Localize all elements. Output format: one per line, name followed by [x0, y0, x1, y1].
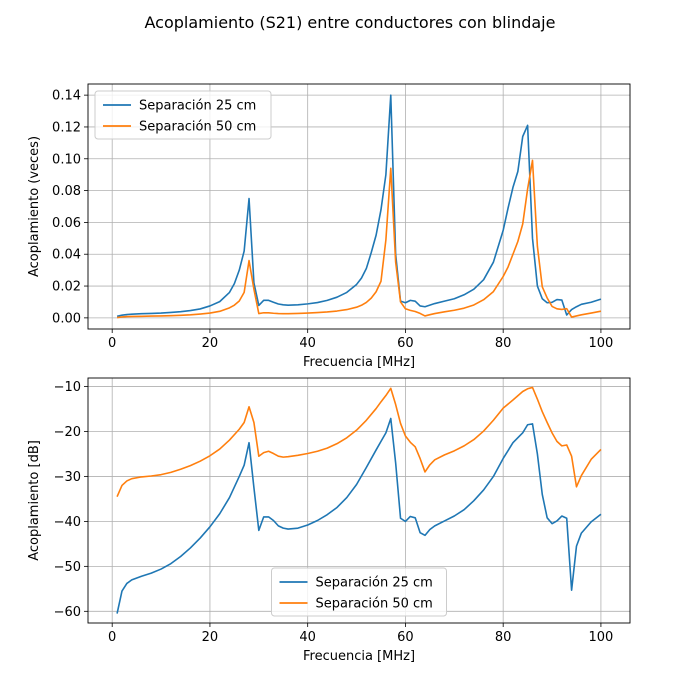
db-coupling-chart: 0 20 40 60 80 100 −60 −50 −40 −30 −20 −10 Frecuencia… [27, 377, 631, 664]
y-tick-label: −50 [54, 560, 81, 575]
legend-box [94, 90, 272, 140]
plot-frame [87, 83, 631, 330]
x-tick-label: 80 [495, 630, 512, 645]
plot-frame [87, 377, 631, 624]
y-tick-label: −20 [54, 425, 81, 440]
x-tick-label: 20 [202, 336, 219, 351]
x-tick-label: 0 [108, 336, 116, 351]
x-tick-label: 40 [299, 336, 316, 351]
legend-label: Separación 50 cm [316, 597, 433, 612]
y-tick-label: 0.06 [52, 216, 81, 231]
series-line-separacion-50cm [116, 386, 602, 497]
x-tick-label: 40 [299, 630, 316, 645]
figure-title: Acoplamiento (S21) entre conductores con… [145, 13, 556, 32]
y-tick-label: 0.10 [52, 152, 81, 167]
x-axis-label: Frecuencia [MHz] [303, 649, 415, 664]
y-tick-label: 0.04 [52, 248, 81, 263]
series-line-separacion-25cm [116, 94, 602, 318]
y-tick-label: −60 [54, 605, 81, 620]
y-tick-label: 0.00 [52, 311, 81, 326]
legend-box [271, 567, 447, 617]
y-tick-label: 0.02 [52, 280, 81, 295]
legend: Separación 25 cm Separación 50 cm [94, 90, 272, 140]
series-line-separacion-25cm [116, 417, 602, 614]
legend-label: Separación 25 cm [316, 576, 433, 591]
y-tick-label: 0.08 [52, 184, 81, 199]
x-tick-label: 60 [397, 336, 414, 351]
x-tick-label: 100 [589, 336, 614, 351]
series-line-separacion-50cm [116, 159, 602, 319]
legend-label: Separación 50 cm [139, 120, 256, 135]
x-tick-label: 20 [202, 630, 219, 645]
y-axis-label: Acoplamiento [dB] [27, 440, 42, 561]
y-tick-label: 0.12 [52, 120, 81, 135]
legend: Separación 25 cm Separación 50 cm [271, 567, 447, 617]
linear-coupling-chart: 0 20 40 60 80 100 0.00 0.02 0.04 0.06 0.08 0.10 0.12… [27, 83, 631, 370]
y-axis-label: Acoplamiento (veces) [27, 136, 42, 277]
y-tick-label: −40 [54, 515, 81, 530]
x-tick-label: 80 [495, 336, 512, 351]
x-tick-label: 60 [397, 630, 414, 645]
y-tick-label: −30 [54, 470, 81, 485]
x-tick-label: 0 [108, 630, 116, 645]
y-tick-label: −10 [54, 380, 81, 395]
x-axis-label: Frecuencia [MHz] [303, 355, 415, 370]
y-tick-label: 0.14 [52, 89, 81, 104]
x-tick-label: 100 [589, 630, 614, 645]
legend-label: Separación 25 cm [139, 99, 256, 114]
